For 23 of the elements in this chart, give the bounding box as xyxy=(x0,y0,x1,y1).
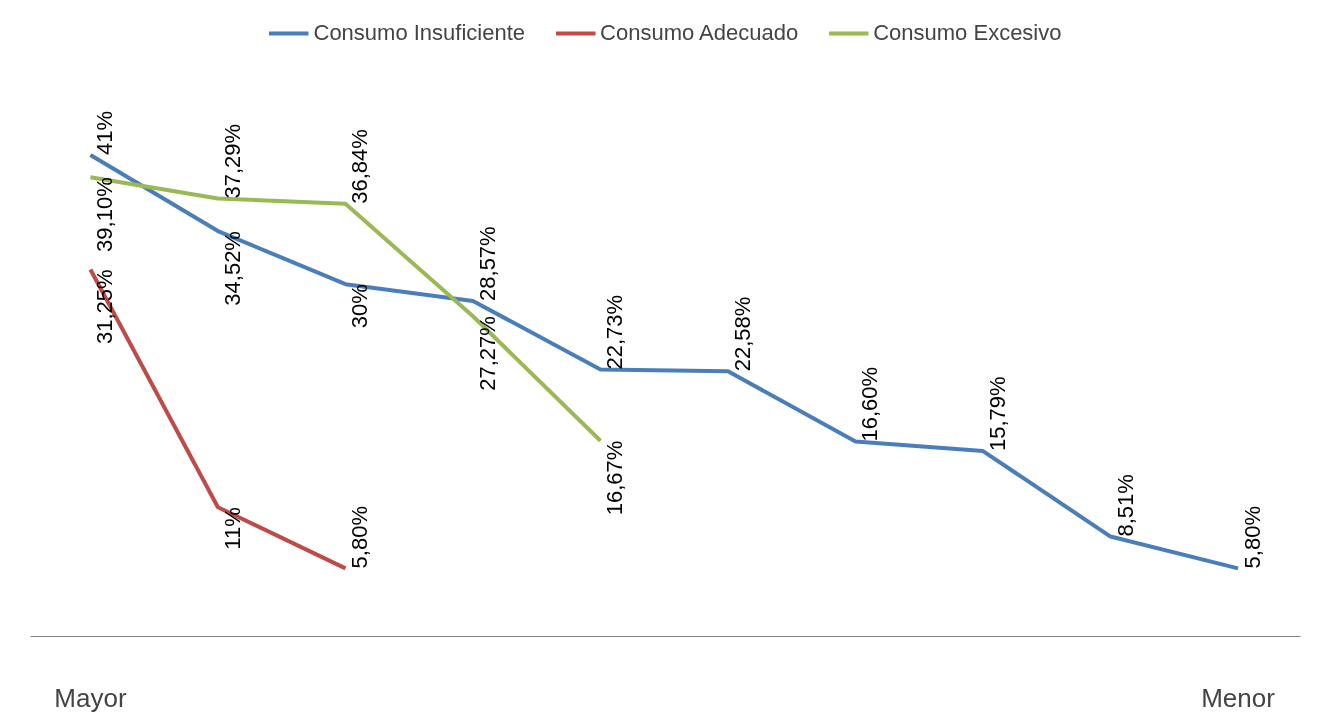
data-label: 31,25% xyxy=(92,269,118,345)
data-label: 8,51% xyxy=(1112,474,1138,537)
data-label: 5,80% xyxy=(1240,505,1266,569)
data-label: 39,10% xyxy=(92,177,118,252)
data-label: 28,57% xyxy=(474,226,500,301)
legend-label: Consumo Adecuado xyxy=(600,20,799,46)
data-label: 22,58% xyxy=(729,296,755,372)
data-label: 27,27% xyxy=(474,316,500,391)
data-label: 16,67% xyxy=(602,440,628,516)
data-label: 5,80% xyxy=(347,505,373,569)
data-label: 15,79% xyxy=(985,376,1010,452)
data-label: 11% xyxy=(219,507,245,550)
data-label: 30% xyxy=(347,284,373,329)
data-label: 16,60% xyxy=(857,366,883,442)
x-tick-label: Mayor xyxy=(54,682,127,713)
legend-label: Consumo Excesivo xyxy=(873,20,1062,46)
data-label: 36,84% xyxy=(347,129,373,204)
data-label: 34,52% xyxy=(219,231,245,306)
legend-label: Consumo Insuficiente xyxy=(313,20,526,46)
x-tick-label: Menor xyxy=(1201,682,1276,713)
data-label: 22,73% xyxy=(602,294,628,370)
data-label: 37,29% xyxy=(219,123,245,199)
data-label: 41% xyxy=(92,110,118,155)
